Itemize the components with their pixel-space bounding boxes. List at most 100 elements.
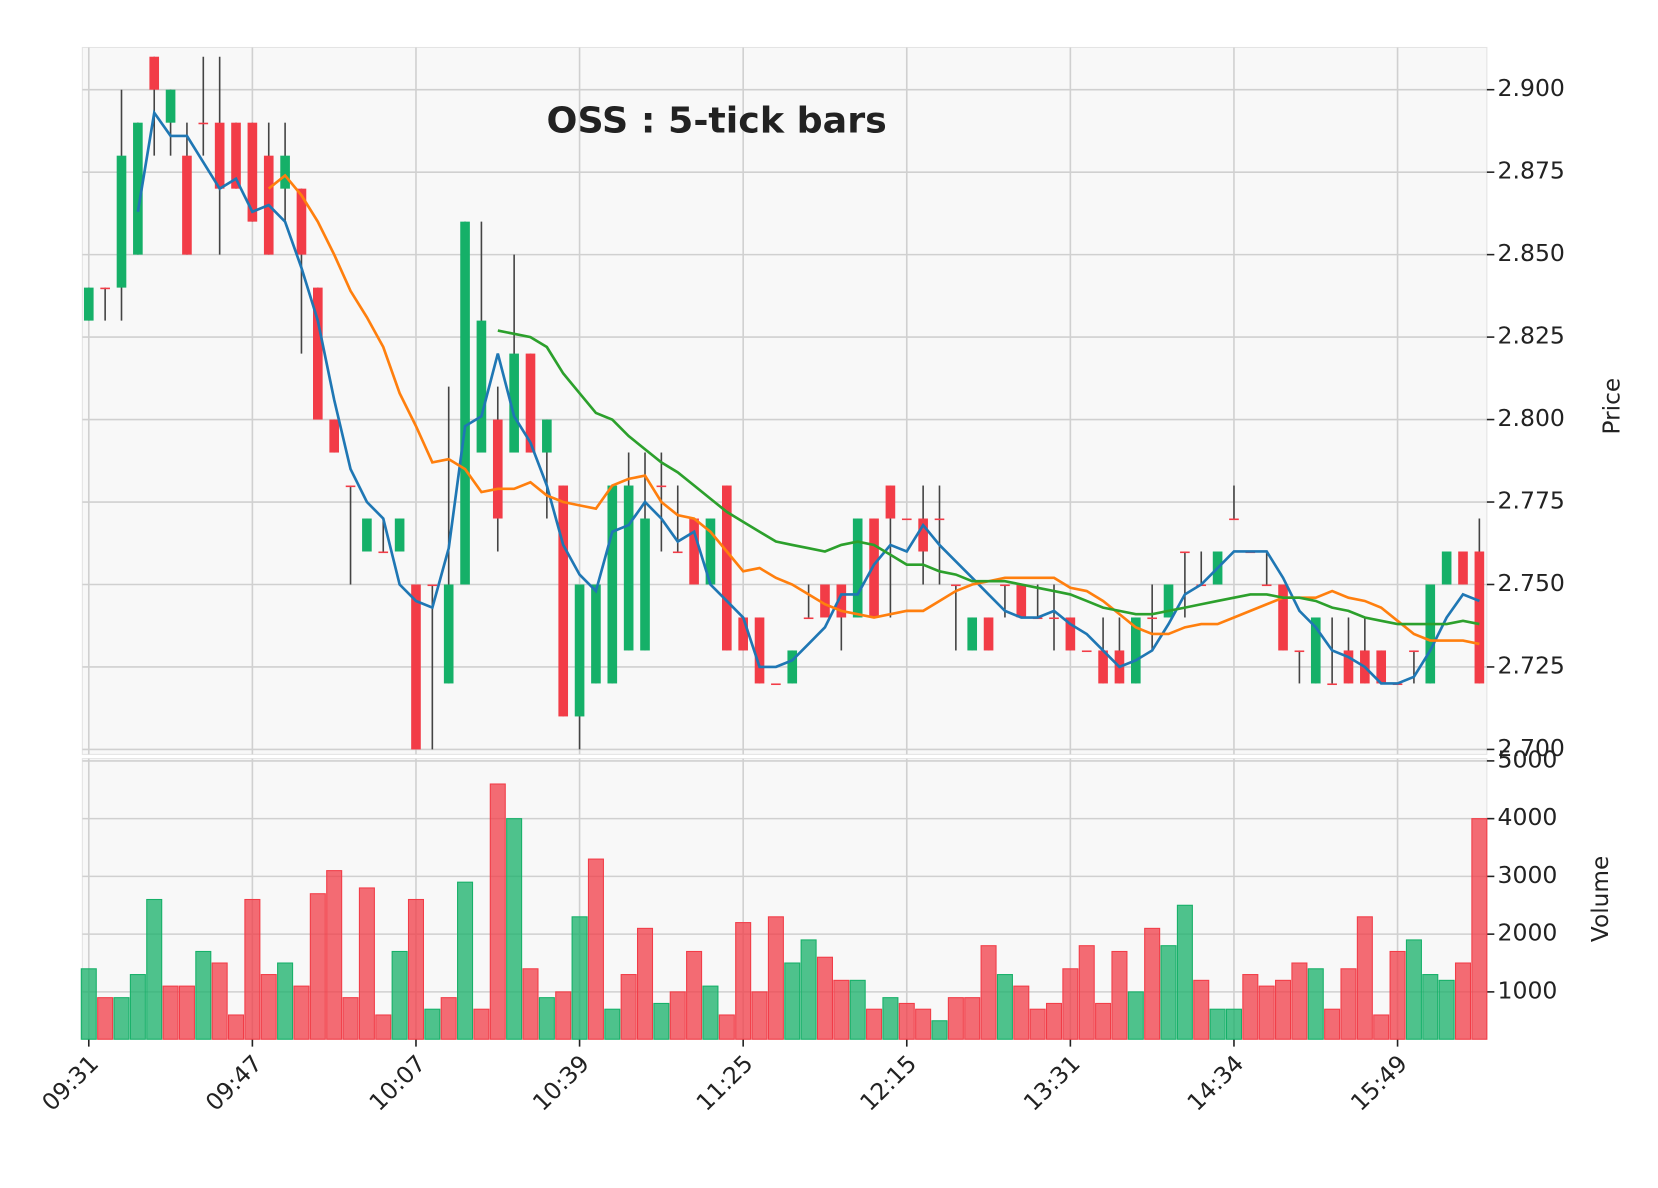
volume-bar	[980, 945, 997, 1040]
candle-body	[362, 518, 372, 552]
x-tick-label: 11:25	[691, 1049, 759, 1116]
candle-body	[869, 518, 879, 618]
candle-body	[591, 584, 601, 684]
volume-bar	[293, 985, 310, 1040]
candle-body	[1098, 650, 1108, 684]
volume-bar	[996, 974, 1013, 1040]
candle-body	[1000, 584, 1010, 587]
candle-body	[901, 518, 912, 521]
volume-bar	[931, 1020, 948, 1040]
candle-body	[149, 56, 160, 90]
candle-body	[1327, 683, 1337, 686]
volume-bar	[555, 991, 572, 1040]
volume-bar	[898, 1002, 915, 1040]
candle-body	[1081, 650, 1092, 653]
y-tick-label: 2.775	[1498, 487, 1565, 515]
candle-body	[820, 584, 830, 618]
candle-body	[738, 617, 748, 651]
volume-bar	[604, 1008, 621, 1040]
volume-bar	[457, 881, 474, 1040]
volume-bar	[816, 956, 833, 1040]
candle-body	[492, 419, 503, 519]
volume-bar	[653, 1002, 670, 1040]
candle-body	[231, 122, 241, 189]
candle-body	[1049, 617, 1059, 620]
candle-body	[1294, 650, 1305, 653]
candle-body	[705, 518, 716, 585]
volume-bar	[195, 950, 212, 1040]
x-tick-label: 15:49	[1345, 1049, 1413, 1116]
volume-bar	[964, 997, 981, 1040]
candle-body	[558, 485, 569, 717]
volume-bar	[244, 898, 261, 1040]
candle-body	[574, 584, 585, 717]
volume-bar	[1127, 991, 1144, 1040]
candle-body	[1147, 617, 1157, 620]
x-tick-label: 09:31	[36, 1049, 104, 1116]
volume-bar	[522, 968, 539, 1040]
candle-body	[852, 518, 863, 618]
candle-body	[1343, 650, 1354, 684]
volume-bar	[1045, 1002, 1063, 1040]
volume-bar	[1340, 968, 1357, 1040]
candle-body	[427, 584, 438, 587]
candle-body	[803, 617, 814, 620]
volume-bar	[1209, 1008, 1226, 1040]
volume-bar	[735, 922, 752, 1040]
candle-body	[951, 584, 961, 587]
candle-body	[771, 683, 781, 686]
candle-body	[198, 122, 209, 125]
volume-bar	[1062, 968, 1079, 1040]
volume-tick-label: 3000	[1498, 861, 1558, 889]
candle-body	[116, 155, 127, 288]
candle-body	[1474, 551, 1485, 684]
candle-body	[214, 122, 225, 189]
volume-bar	[1454, 962, 1472, 1040]
candle-body	[296, 188, 307, 255]
volume-bar	[80, 968, 97, 1040]
volume-bar	[1258, 985, 1275, 1040]
volume-bar	[391, 950, 408, 1040]
volume-bar	[767, 916, 784, 1040]
volume-axis-label: Volume	[1586, 856, 1614, 942]
candle-body	[672, 551, 683, 554]
volume-bar	[407, 898, 425, 1040]
volume-bar	[686, 950, 703, 1040]
volume-bar	[915, 1008, 932, 1040]
y-tick-label: 2.900	[1498, 74, 1565, 102]
candle-body	[182, 155, 192, 255]
candle-body	[100, 287, 110, 290]
volume-bar	[833, 979, 850, 1040]
volume-bar	[620, 974, 637, 1040]
volume-bar	[424, 1008, 441, 1040]
volume-bar	[866, 1008, 883, 1040]
candle-body	[313, 287, 323, 420]
candle-body	[656, 485, 667, 488]
candle-body	[918, 518, 928, 552]
candle-body	[1310, 617, 1321, 684]
volume-bar	[113, 997, 130, 1040]
candle-body	[1425, 584, 1436, 684]
candle-body	[983, 617, 994, 651]
volume-bar	[1013, 985, 1030, 1040]
volume-bar	[178, 985, 195, 1040]
candle-body	[460, 221, 470, 585]
x-tick-label: 12:15	[854, 1049, 922, 1116]
y-tick-label: 2.725	[1498, 652, 1565, 680]
candle-body	[1229, 518, 1239, 521]
candle-body	[1016, 584, 1027, 618]
y-tick-label: 2.700	[1498, 734, 1565, 762]
volume-bar	[260, 974, 277, 1040]
candle-body	[1065, 617, 1076, 651]
volume-bar	[784, 962, 801, 1040]
candle-body	[1163, 584, 1174, 618]
volume-bar	[146, 898, 163, 1040]
candle-body	[329, 419, 339, 453]
volume-bar	[1389, 950, 1406, 1040]
volume-bar	[1029, 1008, 1046, 1040]
candle-body	[378, 551, 389, 554]
volume-bar	[1356, 916, 1373, 1040]
volume-bar	[636, 927, 654, 1040]
volume-bar	[473, 1008, 490, 1040]
